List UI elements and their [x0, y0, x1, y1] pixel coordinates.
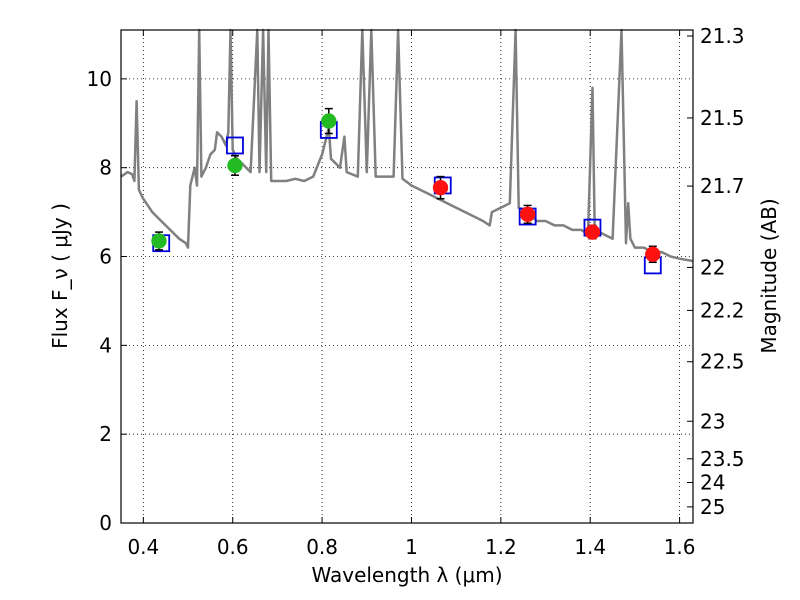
y2-tick-label: 24: [700, 470, 725, 494]
x-axis-label: Wavelength λ (μm): [311, 563, 502, 587]
y-tick-label: 2: [99, 422, 112, 446]
model-square-marker: [226, 136, 244, 155]
nir-point: [519, 206, 536, 223]
optical-point: [321, 113, 337, 129]
y-tick-label: 4: [99, 333, 112, 357]
y2-tick-label: 22.5: [700, 350, 745, 374]
y2-tick-label: 21.3: [700, 24, 745, 48]
x-tick-label: 0.8: [306, 535, 338, 559]
y-tick-label: 8: [99, 156, 112, 180]
plot-background: [121, 30, 693, 523]
y-tick-label: 6: [99, 245, 112, 269]
nir-point: [645, 246, 661, 263]
y2-tick-label: 22.2: [700, 298, 745, 322]
y2-tick-label: 25: [700, 495, 725, 519]
y2-tick-label: 21.7: [700, 174, 745, 198]
y2-tick-label: 22: [700, 255, 725, 279]
x-tick-label: 1: [405, 535, 418, 559]
x-tick-label: 0.4: [127, 535, 159, 559]
observed-photometry: [151, 107, 661, 264]
y-axis-label: Flux F_ν ( μJy ): [48, 203, 72, 349]
ticks: 0.4 0.6 0.8 1 1.2 1.4 1.6024681021.321.521.722…: [87, 24, 745, 559]
optical-point: [151, 233, 167, 249]
y2-tick-label: 21.5: [700, 106, 745, 130]
model-spectrum: [120, 28, 694, 263]
nir-point: [432, 179, 449, 196]
spectrum-line: [120, 28, 694, 263]
x-tick-label: 0.6: [217, 535, 249, 559]
y2-axis-label: Magnitude (AB): [757, 198, 781, 353]
optical-point: [227, 157, 243, 174]
y2-tick-label: 23.5: [700, 447, 745, 471]
y-tick-label: 10: [87, 67, 112, 91]
x-tick-label: 1.4: [574, 535, 606, 559]
plot-frame: [120, 29, 694, 524]
x-tick-label: 1.2: [485, 535, 517, 559]
y-tick-label: 0: [99, 511, 112, 535]
x-tick-label: 1.6: [664, 535, 696, 559]
y2-tick-label: 23: [700, 409, 725, 433]
nir-point: [584, 224, 601, 240]
